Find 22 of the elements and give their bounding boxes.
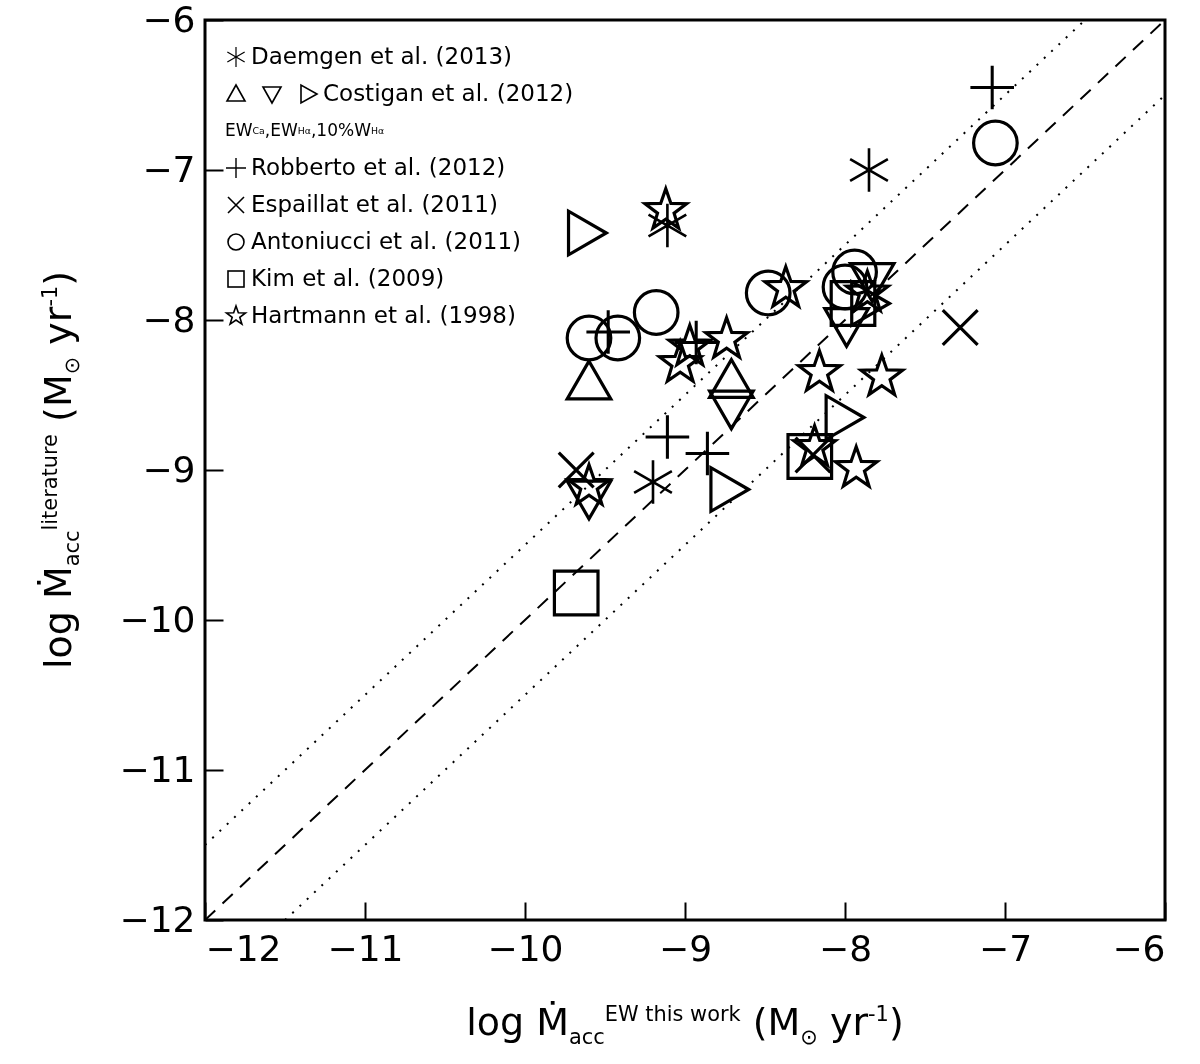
- y-tick-label: −12: [119, 898, 196, 940]
- x-tick-label: −7: [978, 927, 1033, 969]
- x-tick-label: −9: [658, 927, 713, 969]
- x-tick-label: −12: [205, 927, 282, 969]
- legend-label: Costigan et al. (2012): [323, 80, 574, 106]
- x-tick-label: −11: [327, 927, 404, 969]
- legend-label: Hartmann et al. (1998): [251, 302, 516, 328]
- y-tick-label: −8: [142, 298, 196, 340]
- x-tick-label: −8: [818, 927, 873, 969]
- legend-label: Kim et al. (2009): [251, 265, 445, 291]
- x-tick-label: −10: [487, 927, 564, 969]
- y-tick-label: −11: [119, 748, 196, 790]
- legend-label: Daemgen et al. (2013): [251, 43, 513, 69]
- x-tick-label: −6: [1112, 927, 1166, 969]
- legend-label: Espaillat et al. (2011): [251, 191, 498, 217]
- y-tick-label: −6: [142, 0, 196, 40]
- y-tick-label: −10: [119, 598, 196, 640]
- legend-label: Antoniucci et al. (2011): [251, 228, 522, 254]
- x-axis-title: log Ṁ$_{acc}$$^{EW this work}$ (M$_{⊙}$ yr$^{-1}$): [465, 1000, 905, 1049]
- legend-label: Robberto et al. (2012): [251, 154, 506, 180]
- y-tick-label: −9: [142, 448, 196, 490]
- y-tick-label: −7: [142, 148, 196, 190]
